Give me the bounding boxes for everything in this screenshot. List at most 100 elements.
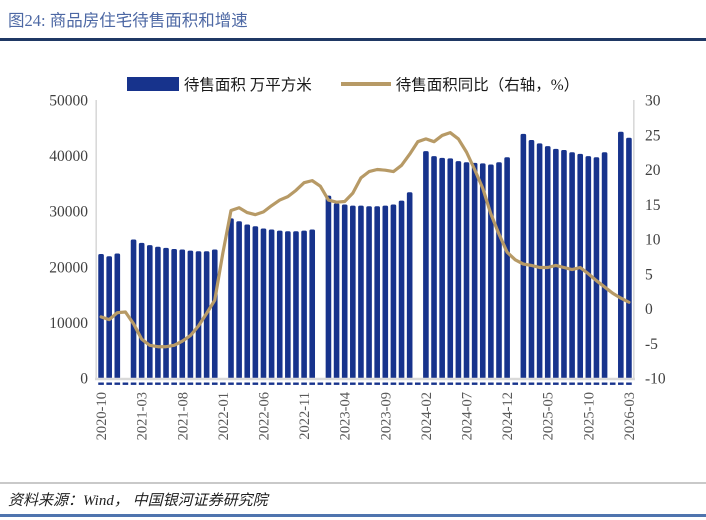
- bar: [439, 157, 445, 379]
- x-tick-mark: [479, 382, 486, 385]
- bar: [285, 231, 291, 379]
- x-tick-mark: [520, 382, 527, 385]
- x-tick-mark: [463, 382, 470, 385]
- bar: [293, 231, 299, 379]
- x-axis-tick-label: 2024-07: [460, 392, 476, 440]
- right-axis-tick-label: 10: [645, 232, 661, 249]
- bar: [333, 203, 340, 379]
- x-axis-tick-label: 2023-09: [378, 392, 394, 440]
- legend-bar-swatch: [126, 77, 179, 91]
- x-tick-mark: [244, 382, 251, 385]
- x-tick-mark: [333, 382, 340, 385]
- bar: [195, 251, 202, 379]
- bar: [341, 204, 348, 379]
- x-tick-mark: [455, 382, 462, 385]
- x-tick-mark: [553, 382, 559, 385]
- yoy-line: [99, 131, 631, 349]
- x-axis-tick-label: 2024-12: [500, 392, 516, 440]
- x-tick-mark: [406, 382, 413, 385]
- bar: [601, 152, 608, 379]
- x-tick-mark: [398, 382, 405, 385]
- legend-line-label: 待售面积同比（右轴，%）: [395, 77, 580, 94]
- bar: [155, 246, 161, 379]
- bar: [455, 161, 462, 379]
- x-tick-mark: [358, 382, 364, 385]
- bar: [260, 228, 267, 379]
- bar: [252, 226, 259, 379]
- x-tick-mark: [106, 382, 112, 385]
- x-tick-mark: [390, 382, 397, 385]
- bar: [309, 229, 316, 379]
- bar: [358, 205, 364, 379]
- bar: [431, 156, 437, 379]
- x-tick-mark: [211, 382, 218, 385]
- x-tick-mark: [618, 382, 624, 385]
- bar: [423, 151, 429, 379]
- left-axis-tick-label: 50000: [49, 95, 88, 110]
- bar: [488, 164, 494, 379]
- bar: [471, 162, 478, 379]
- x-tick-mark: [414, 382, 421, 385]
- bar: [479, 163, 486, 379]
- figure-title: 图24: 商品房住宅待售面积和增速: [8, 11, 248, 30]
- x-tick-mark: [146, 382, 153, 385]
- x-tick-mark: [317, 382, 324, 385]
- x-tick-mark: [179, 382, 186, 385]
- bar: [350, 205, 356, 379]
- bar: [626, 137, 632, 379]
- x-axis-tick-label: 2022-06: [256, 392, 272, 440]
- x-axis-tick-label: 2023-04: [338, 391, 354, 440]
- bar: [447, 158, 454, 379]
- bottom-border: [0, 514, 706, 517]
- x-axis-tick-label: 2026-03: [622, 392, 638, 440]
- bar: [138, 242, 145, 379]
- left-axis-tick-label: 0: [80, 371, 88, 388]
- bar: [463, 162, 470, 379]
- x-axis-tick-label: 2021-03: [135, 392, 151, 440]
- x-tick-mark: [138, 382, 145, 385]
- bar: [301, 230, 307, 379]
- x-tick-mark: [593, 382, 600, 385]
- x-tick-mark: [236, 382, 242, 385]
- bar: [504, 157, 510, 379]
- right-axis-tick-label: 30: [645, 95, 661, 110]
- bar: [244, 224, 251, 379]
- x-tick-mark: [601, 382, 608, 385]
- right-axis-tick-label: 15: [645, 197, 661, 214]
- right-axis-tick-label: 25: [645, 127, 661, 144]
- left-axis-tick-label: 20000: [49, 259, 88, 276]
- bar: [114, 253, 121, 379]
- source-divider: [0, 482, 706, 484]
- x-tick-mark: [447, 382, 454, 385]
- left-axis-tick-label: 40000: [49, 148, 88, 165]
- bar: [536, 143, 543, 379]
- x-tick-mark: [228, 382, 234, 385]
- x-tick-mark: [163, 382, 169, 385]
- x-tick-mark: [585, 382, 592, 385]
- bar: [406, 192, 413, 379]
- x-tick-mark: [350, 382, 356, 385]
- x-tick-mark: [374, 382, 380, 385]
- x-tick-mark: [439, 382, 445, 385]
- bar: [398, 200, 405, 379]
- x-tick-mark: [488, 382, 494, 385]
- x-axis-tick-label: 2025-10: [581, 392, 597, 440]
- bar: [569, 152, 575, 379]
- x-tick-mark: [512, 382, 519, 385]
- x-axis-tick-label: 2025-05: [541, 392, 557, 440]
- bar: [179, 249, 186, 379]
- bar: [390, 204, 397, 379]
- right-axis-tick-label: -5: [645, 336, 658, 353]
- x-tick-mark: [203, 382, 210, 385]
- x-tick-mark: [220, 382, 226, 385]
- x-tick-mark: [276, 382, 283, 385]
- bar: [325, 195, 332, 379]
- chart-plot-area: 0 10000 20000 30000 40000 50000 -10 -5 0 5 10 15 20 2…: [0, 93, 706, 485]
- x-tick-mark: [195, 382, 202, 385]
- x-tick-mark: [301, 382, 307, 385]
- x-tick-mark: [293, 382, 299, 385]
- x-tick-mark: [341, 382, 348, 385]
- bar: [130, 239, 137, 379]
- x-tick-mark: [577, 382, 584, 385]
